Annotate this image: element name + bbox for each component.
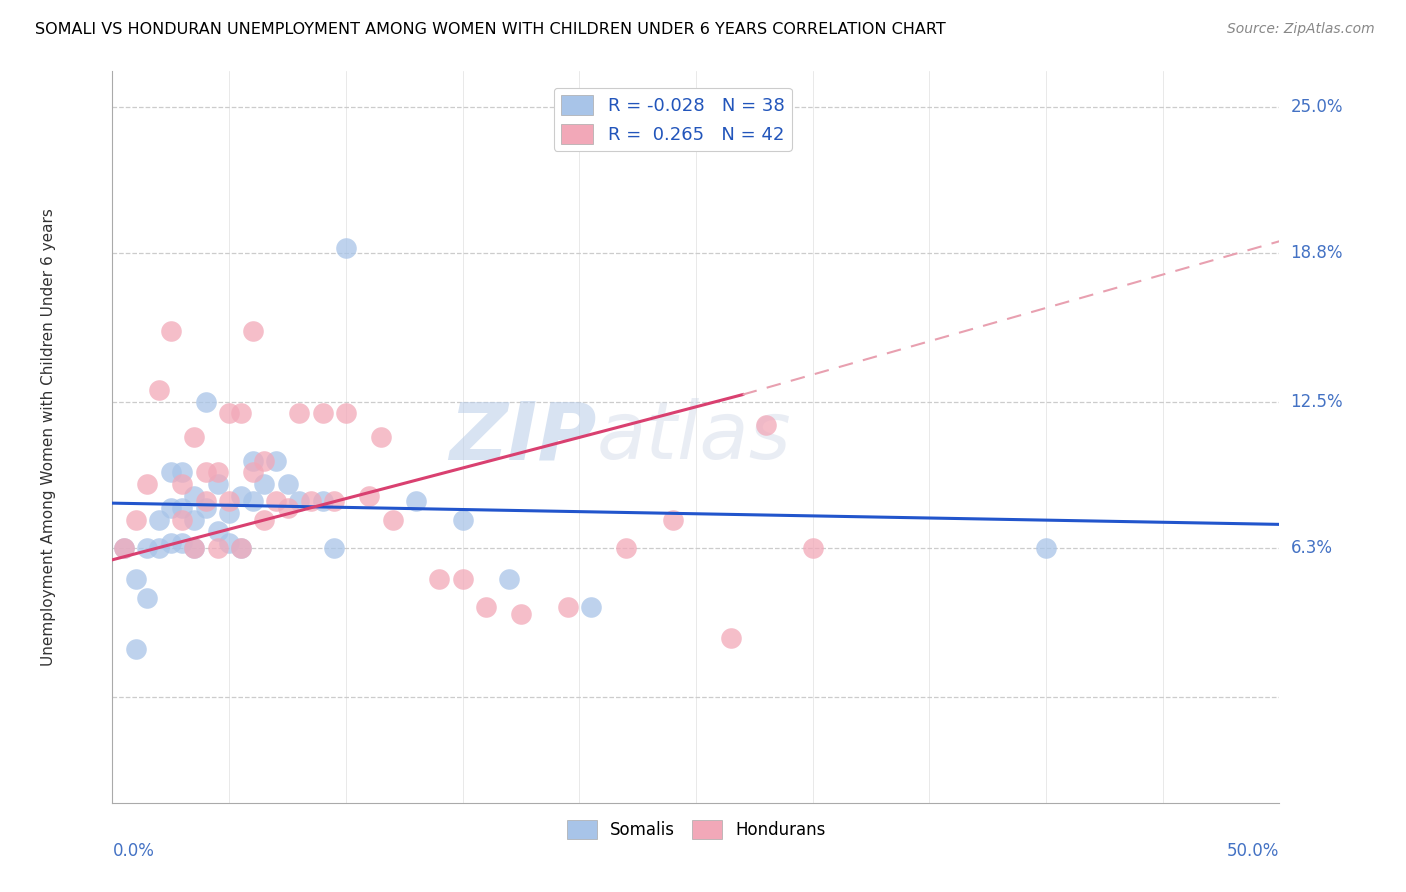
Text: 6.3%: 6.3% [1291,539,1333,557]
Point [253,513,276,527]
Point [276,477,298,491]
Text: 25.0%: 25.0% [1291,98,1343,116]
Text: Source: ZipAtlas.com: Source: ZipAtlas.com [1227,22,1375,37]
Point [172,500,194,515]
Point [160,500,183,515]
Point [160,536,183,550]
Point [720,631,742,645]
Point [475,599,498,614]
Point [207,477,229,491]
Point [1035,541,1057,555]
Point [183,541,205,555]
Point [136,477,159,491]
Point [323,493,346,508]
Point [381,513,404,527]
Point [112,541,135,555]
Point [253,477,276,491]
Point [160,324,183,338]
Point [125,642,148,657]
Point [242,324,264,338]
Point [207,541,229,555]
Point [207,466,229,480]
Point [731,112,754,126]
Point [323,541,346,555]
Text: 50.0%: 50.0% [1227,842,1279,860]
Point [242,466,264,480]
Point [557,599,579,614]
Point [194,500,217,515]
Text: Unemployment Among Women with Children Under 6 years: Unemployment Among Women with Children U… [41,208,56,666]
Point [755,418,778,433]
Legend: Somalis, Hondurans: Somalis, Hondurans [560,814,832,846]
Point [172,477,194,491]
Point [801,541,824,555]
Point [264,453,287,467]
Point [172,466,194,480]
Point [299,493,322,508]
Point [194,394,217,409]
Point [218,407,240,421]
Point [218,493,240,508]
Point [229,489,252,503]
Point [148,513,170,527]
Point [112,541,135,555]
Point [451,572,474,586]
Point [405,493,427,508]
Point [427,572,450,586]
Point [359,489,381,503]
Text: atlas: atlas [596,398,792,476]
Point [276,500,298,515]
Point [148,383,170,397]
Point [229,407,252,421]
Point [253,453,276,467]
Point [311,407,333,421]
Point [194,466,217,480]
Point [218,536,240,550]
Point [218,506,240,520]
Point [661,513,683,527]
Point [288,407,311,421]
Point [498,572,520,586]
Point [183,513,205,527]
Point [183,430,205,444]
Point [172,513,194,527]
Point [183,541,205,555]
Point [148,541,170,555]
Point [207,524,229,539]
Point [579,599,602,614]
Point [335,407,357,421]
Point [370,430,392,444]
Point [125,513,148,527]
Point [125,572,148,586]
Text: 12.5%: 12.5% [1291,392,1343,410]
Text: ZIP: ZIP [450,398,596,476]
Point [451,513,474,527]
Point [614,541,637,555]
Point [183,489,205,503]
Text: 18.8%: 18.8% [1291,244,1343,262]
Point [242,493,264,508]
Text: 0.0%: 0.0% [112,842,155,860]
Point [194,493,217,508]
Point [335,241,357,255]
Point [288,493,311,508]
Point [509,607,531,621]
Point [229,541,252,555]
Text: SOMALI VS HONDURAN UNEMPLOYMENT AMONG WOMEN WITH CHILDREN UNDER 6 YEARS CORRELAT: SOMALI VS HONDURAN UNEMPLOYMENT AMONG WO… [35,22,946,37]
Point [136,541,159,555]
Point [242,453,264,467]
Point [136,591,159,605]
Point [160,466,183,480]
Point [264,493,287,508]
Point [229,541,252,555]
Point [311,493,333,508]
Point [172,536,194,550]
